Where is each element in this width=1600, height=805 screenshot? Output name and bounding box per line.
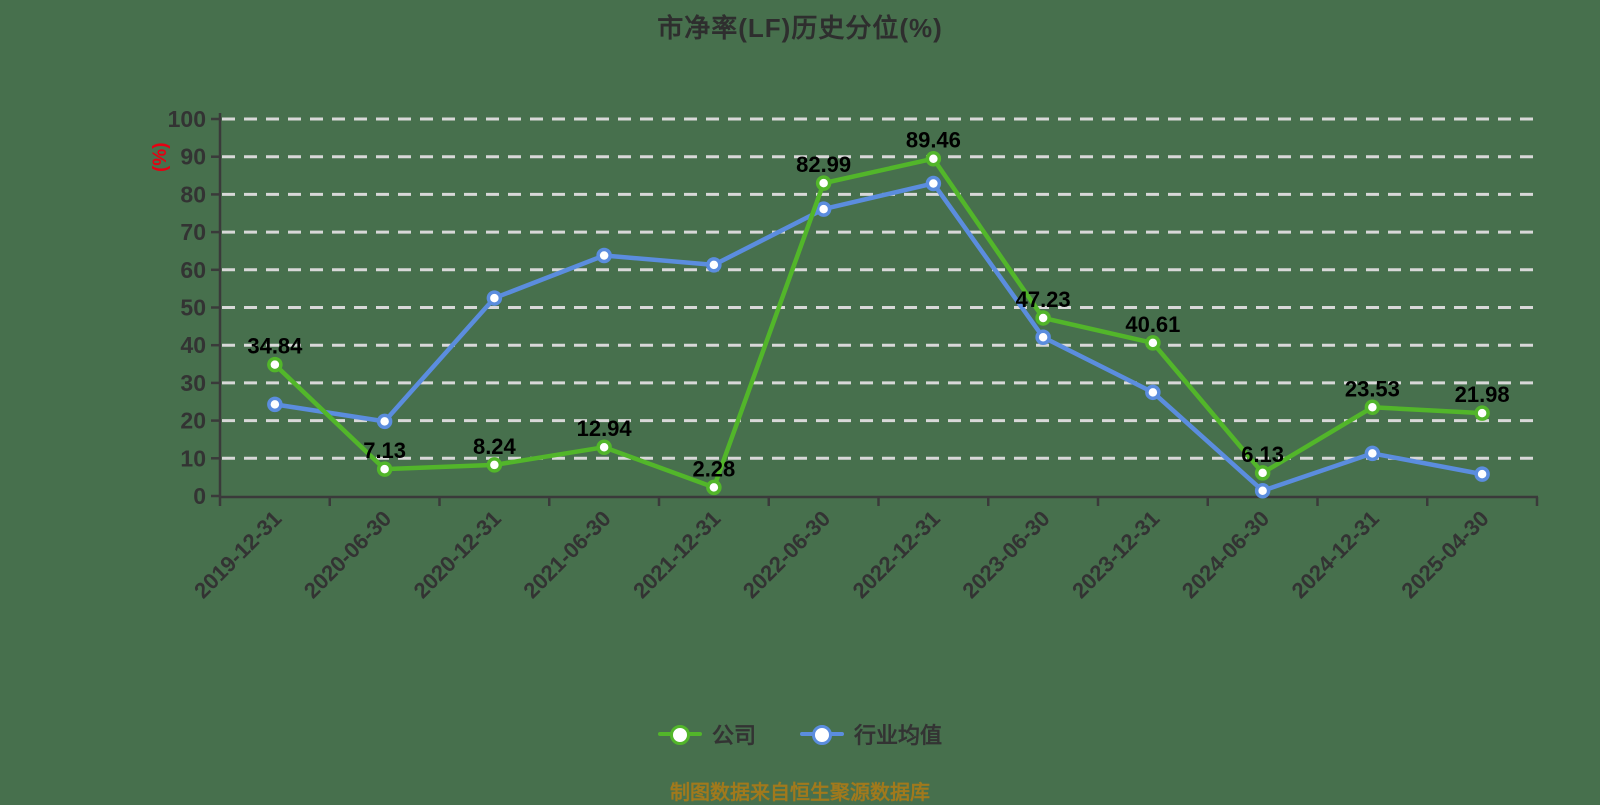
data-point-label: 6.13 [1241,442,1284,467]
y-axis-label: 0 [193,483,206,509]
legend-marker-company-icon [657,724,702,745]
data-point-marker[interactable] [1145,384,1161,401]
data-point-label: 2.28 [692,456,735,481]
legend-label-company: 公司 [711,723,756,748]
data-point-label: 7.13 [363,438,406,463]
y-axis-label: 10 [180,445,206,471]
chart-title: 市净率(LF)历史分位(%) [657,13,943,43]
data-point-label: 82.99 [796,152,851,177]
data-point-marker[interactable] [706,479,722,496]
x-axis-label: 2024-12-31 [1287,506,1384,603]
data-point-marker[interactable] [1474,466,1490,482]
x-axis-label: 2024-06-30 [1177,506,1274,603]
legend-item-company[interactable]: 公司 [657,718,756,750]
y-axis-label: 90 [180,144,206,170]
y-axis-label: 30 [180,370,206,396]
y-axis-label: 70 [180,219,206,245]
data-point-marker[interactable] [486,457,503,473]
data-point-marker[interactable] [267,356,283,373]
legend-marker-industry-icon [800,724,844,745]
data-point-marker[interactable] [596,439,612,455]
data-point-marker[interactable] [925,175,942,192]
data-point-label: 34.84 [247,334,303,359]
x-axis-label: 2020-06-30 [299,506,396,603]
data-point-marker[interactable] [815,201,832,217]
data-point-marker[interactable] [376,461,393,477]
y-axis-unit-label: (%) [150,142,171,172]
y-axis-label: 20 [180,408,206,434]
x-axis-label: 2020-12-31 [409,506,506,603]
y-axis-label: 60 [180,257,206,283]
y-axis-label: 80 [180,181,206,207]
data-point-marker[interactable] [486,290,503,306]
legend-dot [812,725,832,745]
y-axis-label: 50 [180,295,206,321]
legend-label-industry-average: 行业均值 [854,723,943,748]
x-axis-label: 2021-12-31 [628,506,725,603]
y-axis-label: 40 [180,332,206,358]
data-point-marker[interactable] [1254,465,1271,481]
series-line-公司 [272,156,1485,490]
chart-legend: 公司 行业均值 [0,718,1600,750]
x-axis-label: 2023-06-30 [957,506,1054,603]
data-point-marker[interactable] [596,247,612,264]
data-point-label: 89.46 [906,128,961,153]
x-axis-label: 2022-12-31 [848,506,945,603]
data-point-label: 12.94 [577,416,633,441]
legend-dot [669,725,690,745]
series-line-行业均值 [272,181,1485,493]
data-point-marker[interactable] [815,175,832,191]
data-point-label: 47.23 [1016,287,1071,312]
y-axis-label: 100 [168,106,206,132]
data-point-marker[interactable] [1035,329,1051,346]
data-point-marker[interactable] [1145,335,1161,351]
data-point-marker[interactable] [1035,310,1051,326]
data-point-marker[interactable] [376,413,393,430]
x-axis-label: 2021-06-30 [518,506,615,603]
data-point-marker[interactable] [925,150,942,167]
data-point-marker[interactable] [706,257,722,273]
data-point-marker[interactable] [267,396,283,413]
data-source-note: 制图数据来自恒生聚源数据库 [670,782,930,804]
x-axis-label: 2025-04-30 [1396,506,1493,603]
data-point-label: 21.98 [1455,382,1510,407]
x-axis-label: 2023-12-31 [1067,506,1164,603]
data-point-label: 8.24 [473,434,517,459]
x-axis-label: 2022-06-30 [738,506,835,603]
data-point-marker[interactable] [1364,399,1381,416]
x-axis-label: 2019-12-31 [189,506,286,603]
legend-item-industry-average[interactable]: 行业均值 [800,718,942,750]
data-point-marker[interactable] [1254,482,1271,499]
data-point-label: 40.61 [1125,312,1180,337]
data-point-marker[interactable] [1474,405,1490,421]
data-point-label: 23.53 [1345,376,1400,401]
data-point-marker[interactable] [1364,445,1381,462]
